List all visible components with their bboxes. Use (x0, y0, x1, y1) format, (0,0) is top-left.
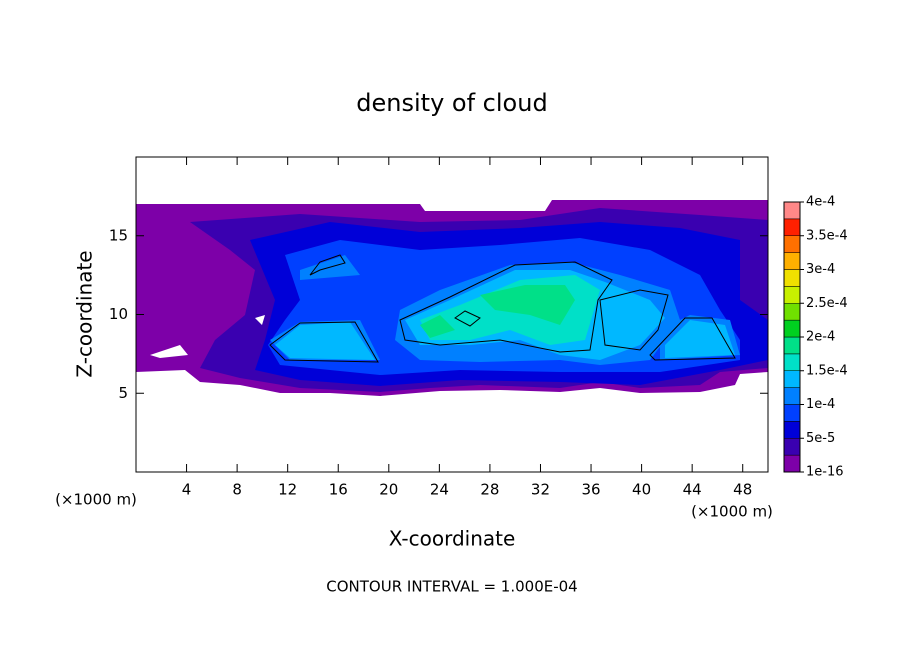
colorbar-band (783, 235, 801, 253)
colorbar-label: 2e-4 (806, 330, 835, 345)
colorbar-band (783, 201, 801, 220)
colorbar-band (783, 286, 801, 304)
colorbar-band (783, 218, 801, 236)
y-tick-label: 5 (118, 384, 128, 402)
x-tick-label: 8 (232, 481, 242, 499)
colorbar-label: 3e-4 (806, 262, 835, 277)
x-unit-label: (×1000 m) (55, 491, 137, 509)
x-tick-label: 40 (632, 481, 651, 499)
colorbar-band (783, 387, 801, 405)
x-tick-label: 48 (733, 481, 752, 499)
colorbar-band (783, 370, 801, 388)
x-tick-label: 36 (581, 481, 600, 499)
colorbar-band (783, 303, 801, 321)
colorbar-band (783, 269, 801, 287)
colorbar-band (783, 454, 801, 473)
colorbar-label: 1e-4 (806, 397, 835, 412)
colorbar-band (783, 336, 801, 355)
x-tick-label: 32 (531, 481, 550, 499)
y-tick-label: 15 (109, 226, 128, 244)
colorbar-label: 3.5e-4 (806, 228, 848, 243)
x-tick-label: 4 (182, 481, 192, 499)
colorbar-band (783, 404, 801, 422)
x-tick-label: 12 (278, 481, 297, 499)
colorbar-band (783, 319, 801, 338)
contour-field (136, 200, 768, 396)
y-axis-label: Z-coordinate (73, 250, 97, 377)
x-tick-label: 44 (683, 481, 702, 499)
x-unit-label: (×1000 m) (691, 503, 773, 521)
colorbar-band (783, 438, 801, 456)
chart-title: density of cloud (356, 89, 547, 117)
colorbar-label: 5e-5 (806, 431, 835, 446)
x-tick-label: 24 (430, 481, 449, 499)
colorbar-label: 1.5e-4 (806, 363, 848, 378)
colorbar-label: 2.5e-4 (806, 296, 848, 311)
y-tick-label: 10 (109, 305, 128, 323)
colorbar-band (783, 421, 801, 439)
x-tick-label: 28 (480, 481, 499, 499)
colorbar-band (783, 252, 801, 270)
colorbar-band (783, 353, 801, 371)
x-tick-label: 20 (379, 481, 398, 499)
colorbar-label: 1e-16 (806, 465, 844, 480)
x-axis-label: X-coordinate (389, 527, 516, 551)
x-tick-label: 16 (329, 481, 348, 499)
colorbar-label: 4e-4 (806, 195, 835, 210)
footer-note: CONTOUR INTERVAL = 1.000E-04 (326, 578, 577, 596)
